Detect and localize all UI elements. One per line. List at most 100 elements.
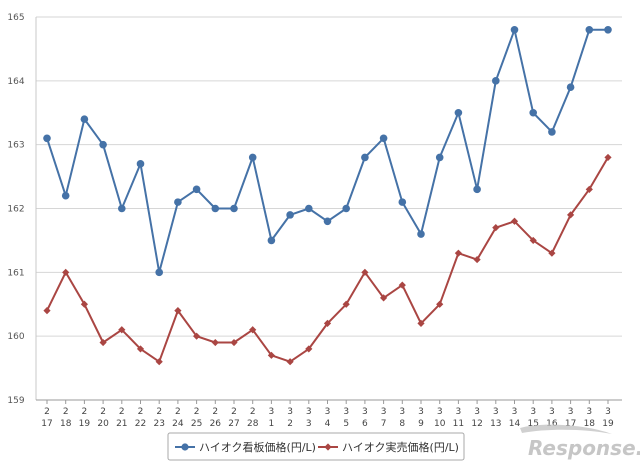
y-tick-label-164: 164	[7, 77, 24, 87]
x-tick-day-15: 4	[325, 419, 331, 429]
x-tick-day-0: 17	[41, 419, 52, 429]
series-0-point-30	[604, 25, 612, 34]
series-0-point-2	[80, 115, 89, 123]
x-tick-month-22: 3	[456, 407, 462, 417]
series-0-point-16	[342, 204, 351, 213]
x-tick-month-5: 2	[138, 407, 144, 417]
series-0-point-4	[118, 204, 126, 213]
x-tick-day-10: 27	[228, 419, 239, 429]
legend-marker-1	[324, 443, 332, 451]
y-tick-label-162: 162	[7, 205, 24, 215]
x-tick-day-1: 18	[60, 419, 72, 429]
series-0-point-1	[61, 191, 70, 200]
x-tick-month-2: 2	[82, 407, 88, 417]
legend: ハイオク看板価格(円/L) ハイオク実売価格(円/L)	[167, 432, 465, 461]
x-tick-day-3: 20	[97, 419, 109, 429]
series-1-point-26	[529, 236, 537, 245]
x-tick-month-1: 2	[63, 407, 69, 417]
x-tick-day-25: 14	[509, 419, 521, 429]
x-tick-month-4: 2	[119, 407, 125, 417]
x-tick-month-10: 2	[231, 407, 237, 417]
x-tick-day-21: 10	[434, 419, 446, 429]
x-tick-month-19: 3	[399, 407, 405, 417]
x-tick-month-13: 3	[287, 407, 293, 417]
series-0-point-7	[174, 198, 182, 206]
y-tick-label-161: 161	[7, 268, 24, 278]
x-tick-day-29: 18	[584, 419, 596, 429]
watermark-swoosh	[520, 424, 612, 434]
legend-label-0: ハイオク看板価格(円/L)	[199, 440, 316, 454]
series-0-point-21	[435, 153, 444, 162]
series-0-point-14	[305, 204, 313, 213]
series-1-point-17	[361, 268, 369, 276]
series-0-point-6	[155, 268, 163, 277]
x-tick-day-28: 17	[565, 419, 576, 429]
series-1-point-5	[136, 345, 145, 353]
x-tick-month-17: 3	[362, 407, 368, 417]
x-tick-day-9: 26	[210, 419, 222, 429]
series-1-point-25	[510, 217, 519, 225]
x-tick-day-23: 12	[471, 419, 482, 429]
x-tick-day-20: 9	[418, 419, 424, 429]
series-0-point-23	[473, 185, 481, 194]
x-tick-day-5: 22	[135, 419, 146, 429]
series-0-point-13	[286, 211, 294, 219]
x-tick-month-25: 3	[512, 407, 518, 417]
x-tick-day-22: 11	[453, 419, 464, 429]
x-tick-month-28: 3	[568, 407, 574, 417]
series-layer	[43, 25, 612, 366]
x-tick-month-15: 3	[325, 407, 331, 417]
watermark-text: Response.	[528, 436, 640, 460]
x-tick-month-11: 2	[250, 407, 256, 417]
x-tick-day-4: 21	[116, 419, 127, 429]
x-tick-month-8: 2	[194, 407, 200, 417]
legend-label-1: ハイオク実売価格(円/L)	[342, 440, 459, 454]
series-1-point-12	[267, 351, 275, 359]
x-tick-day-30: 19	[602, 419, 614, 429]
series-0-point-15	[323, 217, 332, 226]
x-tick-day-26: 15	[527, 419, 538, 429]
series-1-point-15	[323, 319, 332, 327]
x-tick-month-12: 3	[269, 407, 275, 417]
x-tick-month-16: 3	[343, 407, 349, 417]
series-0-point-19	[398, 198, 407, 206]
x-tick-day-8: 25	[191, 419, 202, 429]
x-tick-month-27: 3	[549, 407, 555, 417]
y-tick-label-160: 160	[7, 332, 24, 342]
x-tick-month-24: 3	[493, 407, 499, 417]
x-tick-day-16: 5	[343, 419, 349, 429]
x-tick-month-18: 3	[381, 407, 387, 417]
series-1-point-28	[567, 211, 575, 219]
x-tick-day-12: 1	[269, 419, 275, 429]
y-tick-label-159: 159	[7, 396, 24, 406]
series-1-point-23	[473, 255, 481, 264]
x-tick-day-18: 7	[381, 419, 387, 429]
grid-layer	[36, 16, 622, 401]
series-1-point-13	[286, 358, 294, 366]
x-tick-day-27: 16	[546, 419, 558, 429]
series-1-point-7	[174, 307, 182, 315]
series-1-point-29	[585, 185, 593, 193]
y-tick-label-165: 165	[7, 13, 24, 23]
series-1-point-2	[80, 300, 88, 308]
series-0-point-3	[99, 140, 107, 149]
series-1-point-6	[155, 358, 163, 366]
series-0-point-24	[492, 77, 500, 85]
series-0-point-29	[585, 25, 594, 34]
series-0-point-12	[267, 236, 276, 245]
x-tick-month-23: 3	[474, 407, 480, 417]
series-1-point-0	[43, 307, 51, 315]
series-1-point-21	[436, 300, 444, 308]
x-tick-month-7: 2	[175, 407, 181, 417]
series-1-point-24	[492, 224, 500, 232]
series-0-point-10	[230, 204, 238, 213]
series-1-point-11	[249, 326, 257, 334]
series-1-point-4	[118, 326, 126, 334]
series-1-point-16	[342, 300, 350, 308]
x-tick-day-6: 23	[153, 419, 164, 429]
x-tick-day-13: 2	[287, 419, 293, 429]
x-tick-month-30: 3	[605, 407, 611, 417]
series-1-point-1	[62, 268, 70, 276]
series-1-point-19	[398, 281, 406, 289]
